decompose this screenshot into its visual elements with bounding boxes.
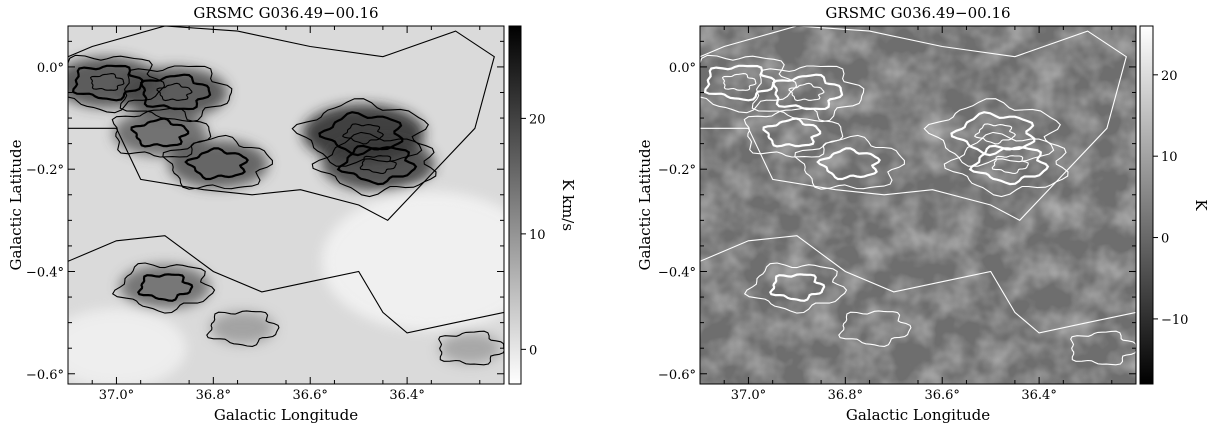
contour-line-lower — [700, 235, 1136, 334]
low-emission-area — [68, 308, 187, 384]
right-noise-map — [700, 26, 1136, 384]
right-x-tick-label: 36.6° — [924, 388, 959, 403]
contour-line-outer — [700, 26, 1127, 221]
left-x-tick-label: 36.8° — [196, 388, 231, 403]
contour-line — [111, 262, 216, 314]
right-y-tick-label: −0.2° — [658, 163, 696, 178]
contour-line — [751, 65, 865, 123]
contour-line — [291, 98, 429, 167]
contour-line-lower — [68, 235, 504, 334]
contour-line — [743, 107, 844, 158]
right-colorbar-label: K — [1192, 199, 1210, 211]
contour-line — [703, 64, 776, 102]
contour-line — [311, 131, 437, 198]
contour-line — [721, 73, 757, 91]
right-colorbar-tick-label: 10 — [1161, 150, 1178, 165]
low-emission-area — [321, 191, 504, 332]
contour-line — [438, 330, 504, 366]
contour-line — [743, 262, 848, 314]
left-colorbar — [508, 25, 522, 385]
contour-line — [162, 134, 273, 190]
contour-line — [768, 273, 826, 302]
contour-line — [923, 98, 1061, 167]
contour-line — [136, 273, 194, 302]
right-panel: GRSMC G036.49−00.16 37.0° 36.8° 36.6° 36.4°… — [636, 4, 1210, 424]
contour-line — [762, 117, 822, 148]
left-x-tick-label: 36.4° — [389, 388, 424, 403]
right-x-tick-label: 36.4° — [1021, 388, 1056, 403]
right-x-tick-label: 36.8° — [828, 388, 863, 403]
right-y-axis-label: Galactic Latitude — [636, 139, 654, 270]
contour-line — [111, 107, 212, 158]
contour-line — [991, 155, 1029, 175]
right-x-axis-label: Galactic Longitude — [846, 406, 990, 424]
right-x-tick-label: 37.0° — [731, 388, 766, 403]
contour-line — [973, 123, 1016, 145]
left-colorbar-tick-label: 20 — [529, 112, 546, 127]
contour-line — [838, 310, 912, 347]
left-colorbar-label: K km/s — [559, 179, 577, 231]
right-colorbar-tick-label: 20 — [1161, 69, 1178, 84]
right-y-tick-label: 0.0° — [669, 61, 696, 76]
contour-line — [816, 147, 881, 181]
contour-line — [68, 54, 166, 114]
left-y-tick-label: −0.2° — [26, 163, 64, 178]
right-colorbar-tick-label: −10 — [1161, 313, 1188, 328]
emission-blob — [210, 311, 275, 345]
contour-line — [1070, 330, 1136, 366]
left-y-axis-label: Galactic Latitude — [7, 139, 25, 270]
contour-line — [119, 65, 233, 123]
contour-line — [71, 64, 144, 102]
right-colorbar-tick-label: 0 — [1161, 232, 1169, 247]
contour-line — [794, 134, 905, 190]
right-y-tick-label: −0.6° — [658, 368, 696, 383]
contour-line-outer — [68, 26, 495, 221]
left-colorbar-tick-label: 10 — [529, 228, 546, 243]
contour-line — [89, 73, 125, 91]
emission-blob — [439, 332, 501, 364]
emission-blob — [168, 140, 269, 189]
left-x-axis-label: Galactic Longitude — [214, 406, 358, 424]
contour-line — [139, 73, 212, 111]
left-x-tick-label: 37.0° — [99, 388, 134, 403]
right-colorbar — [1139, 25, 1154, 385]
left-y-tick-label: −0.4° — [26, 265, 64, 280]
right-title: GRSMC G036.49−00.16 — [825, 4, 1010, 22]
contour-line — [788, 82, 825, 102]
contour-line — [943, 131, 1069, 198]
contour-line — [968, 144, 1050, 186]
left-panel: GRSMC G036.49−00.16 37.0° 36.8° 36.6° 36.4°… — [7, 4, 577, 424]
left-title: GRSMC G036.49−00.16 — [193, 4, 378, 22]
left-y-tick-label: −0.6° — [26, 368, 64, 383]
contour-line — [184, 147, 249, 181]
contour-line — [156, 82, 193, 102]
left-x-tick-label: 36.6° — [292, 388, 327, 403]
contour-line — [359, 155, 397, 175]
right-y-tick-label: −0.4° — [658, 265, 696, 280]
emission-blob — [113, 110, 207, 156]
right-contours — [700, 26, 1136, 366]
contour-line — [700, 54, 798, 114]
contour-line — [771, 73, 844, 111]
contour-line — [336, 144, 418, 186]
left-contours — [68, 26, 504, 366]
emission-blob — [119, 264, 211, 309]
contour-line — [206, 310, 280, 347]
left-y-tick-label: 0.0° — [37, 61, 64, 76]
contour-line — [130, 117, 190, 148]
contour-line — [341, 123, 384, 145]
left-colorbar-tick-label: 0 — [529, 343, 537, 358]
